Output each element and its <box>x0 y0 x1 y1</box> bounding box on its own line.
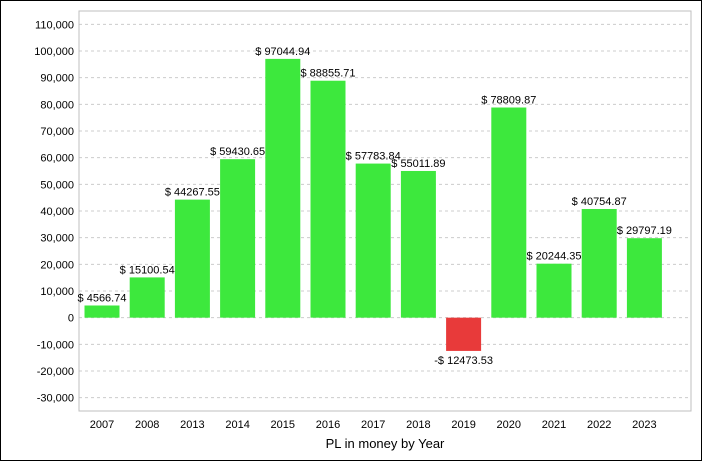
data-label-2008: $ 15100.54 <box>120 264 175 276</box>
y-tick-label: 60,000 <box>40 153 74 165</box>
data-label-2015: $ 97044.94 <box>255 46 310 58</box>
data-label-2014: $ 59430.65 <box>210 146 265 158</box>
bars <box>84 58 662 351</box>
y-tick-label: -30,000 <box>37 393 74 405</box>
y-tick-label: -10,000 <box>37 339 74 351</box>
bar-2015[interactable] <box>265 58 301 318</box>
bar-2017[interactable] <box>355 163 391 318</box>
y-tick-label: 0 <box>68 313 74 325</box>
data-labels: $ 4566.74 $ 15100.54 $ 44267.55 $ 59430.65 $… <box>78 46 672 367</box>
data-label-2007: $ 4566.74 <box>78 292 127 304</box>
data-label-2023: $ 29797.19 <box>617 225 672 237</box>
x-tick-label: 2017 <box>361 419 385 431</box>
bar-2016[interactable] <box>310 80 346 318</box>
x-tick-label: 2019 <box>451 419 475 431</box>
y-tick-label: 40,000 <box>40 206 74 218</box>
x-axis-ticks: 2007 2008 2013 2014 2015 2016 2017 2018 2019 2020… <box>90 419 657 431</box>
x-tick-label: 2018 <box>406 419 430 431</box>
y-tick-label: 100,000 <box>34 46 74 58</box>
x-tick-label: 2007 <box>90 419 114 431</box>
x-tick-label: 2008 <box>135 419 159 431</box>
x-tick-label: 2013 <box>180 419 204 431</box>
x-tick-label: 2023 <box>632 419 656 431</box>
bar-2022[interactable] <box>581 208 617 318</box>
y-tick-label: 80,000 <box>40 99 74 111</box>
x-axis-title: PL in money by Year <box>326 436 445 451</box>
y-tick-label: 30,000 <box>40 233 74 245</box>
data-label-2021: $ 20244.35 <box>526 251 581 263</box>
data-label-2016: $ 88855.71 <box>300 68 355 80</box>
x-tick-label: 2021 <box>542 419 566 431</box>
bar-2020[interactable] <box>491 107 527 318</box>
bar-2008[interactable] <box>129 277 165 318</box>
bar-2019[interactable] <box>446 317 482 351</box>
bar-2021[interactable] <box>536 263 572 318</box>
y-tick-label: 10,000 <box>40 286 74 298</box>
bar-2007[interactable] <box>84 305 120 318</box>
data-label-2017: $ 57783.84 <box>346 151 401 163</box>
bar-2013[interactable] <box>174 199 210 318</box>
x-tick-label: 2020 <box>497 419 521 431</box>
y-tick-label: 70,000 <box>40 126 74 138</box>
bar-2023[interactable] <box>626 238 662 318</box>
x-tick-label: 2016 <box>316 419 340 431</box>
data-label-2018: $ 55011.89 <box>391 158 445 170</box>
x-tick-label: 2015 <box>271 419 295 431</box>
data-label-2019: -$ 12473.53 <box>434 355 493 367</box>
y-tick-label: -20,000 <box>37 366 74 378</box>
data-label-2013: $ 44267.55 <box>165 187 220 199</box>
x-tick-label: 2014 <box>225 419 249 431</box>
y-tick-label: 20,000 <box>40 259 74 271</box>
y-tick-label: 90,000 <box>40 73 74 85</box>
bar-2014[interactable] <box>220 159 256 318</box>
y-tick-label: 110,000 <box>35 19 74 31</box>
data-label-2022: $ 40754.87 <box>572 196 627 208</box>
x-tick-label: 2022 <box>587 419 611 431</box>
y-axis-ticks: 110,000 100,000 90,000 80,000 70,000 60,000 50… <box>34 19 74 404</box>
plot-area-border <box>78 10 692 412</box>
bar-2018[interactable] <box>400 170 436 318</box>
data-label-2020: $ 78809.87 <box>481 95 536 107</box>
y-tick-label: 50,000 <box>40 179 74 191</box>
